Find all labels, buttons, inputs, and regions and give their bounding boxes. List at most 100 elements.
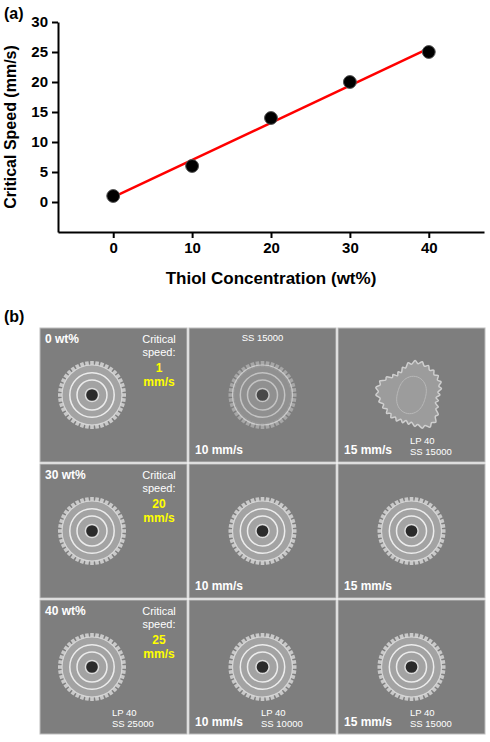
sem-info: SS 10000 bbox=[261, 718, 303, 729]
gear bbox=[378, 633, 446, 701]
y-tick-label: 5 bbox=[40, 163, 48, 180]
y-tick: 25 bbox=[31, 43, 58, 60]
x-tick-label: 20 bbox=[263, 239, 280, 256]
sem-info: SS 25000 bbox=[112, 718, 154, 729]
speed-label: 10 mm/s bbox=[195, 579, 243, 593]
x-axis-title: Thiol Concentration (wt%) bbox=[166, 269, 377, 288]
sem-background bbox=[189, 600, 336, 734]
y-axis-line bbox=[58, 23, 60, 233]
panel-label: (a) bbox=[4, 5, 24, 22]
x-tick: 0 bbox=[110, 232, 118, 256]
gear-ring bbox=[248, 516, 278, 546]
sem-info: LP 40 bbox=[410, 707, 435, 718]
gear bbox=[229, 633, 297, 701]
critical-speed-value: 20mm/s bbox=[143, 497, 175, 525]
gear-ring bbox=[397, 652, 427, 682]
y-tick-mark bbox=[52, 22, 58, 24]
critical-speed-title-line: Critical bbox=[142, 333, 176, 345]
fit-line bbox=[113, 48, 429, 197]
x-tick: 40 bbox=[421, 232, 438, 256]
x-tick-label: 40 bbox=[421, 239, 438, 256]
gear bbox=[378, 497, 446, 565]
x-tick-label: 0 bbox=[110, 239, 118, 256]
gear-ring bbox=[70, 373, 114, 417]
sem-image: 30 wt%Criticalspeed:20mm/s bbox=[40, 464, 187, 598]
y-tick-mark bbox=[52, 172, 58, 174]
sem-image: 10 mm/sLP 40SS 10000 bbox=[189, 600, 336, 734]
gear-hole bbox=[85, 524, 98, 537]
speed-label: 10 mm/s bbox=[195, 443, 243, 457]
sem-background bbox=[40, 600, 187, 734]
data-point bbox=[343, 76, 356, 89]
gear-ring bbox=[248, 380, 278, 410]
y-tick-label: 0 bbox=[40, 193, 48, 210]
critical-speed-title: Criticalspeed: bbox=[142, 605, 176, 630]
sem-background bbox=[189, 328, 336, 462]
gear-ring bbox=[240, 645, 284, 689]
sem-info: LP 40 bbox=[410, 435, 435, 446]
gear-hole bbox=[85, 388, 98, 401]
sem-info: SS 15000 bbox=[410, 446, 452, 457]
gear-hole bbox=[256, 388, 269, 401]
gear-ring bbox=[389, 509, 433, 553]
gear-hole bbox=[256, 660, 269, 673]
x-tick-mark bbox=[192, 232, 194, 238]
gear-ring bbox=[77, 652, 107, 682]
y-tick-mark bbox=[52, 52, 58, 54]
x-tick: 20 bbox=[263, 232, 280, 256]
sem-image: 10 mm/s bbox=[189, 464, 336, 598]
y-tick-label: 10 bbox=[31, 133, 48, 150]
x-tick-label: 30 bbox=[342, 239, 359, 256]
y-tick-label: 25 bbox=[31, 43, 48, 60]
gear bbox=[376, 361, 442, 429]
gear-ring bbox=[248, 652, 278, 682]
gear bbox=[229, 361, 297, 429]
sem-info: LP 40 bbox=[112, 707, 137, 718]
deformed-outline bbox=[376, 361, 442, 429]
gear-ring bbox=[389, 645, 433, 689]
gear-hole bbox=[405, 524, 418, 537]
gear bbox=[58, 361, 126, 429]
x-tick-label: 10 bbox=[184, 239, 201, 256]
critical-speed-value-line: 20 bbox=[152, 497, 166, 511]
x-axis: 0 10 20 30 40 bbox=[59, 232, 485, 256]
gear-body bbox=[233, 501, 293, 561]
critical-speed-title: Criticalspeed: bbox=[142, 469, 176, 494]
figure: (a) 0 10 20 30 40 0 5 10 15 20 25 30 Thiol Concentrat… bbox=[0, 0, 490, 742]
x-tick: 30 bbox=[342, 232, 359, 256]
sem-background bbox=[338, 600, 485, 734]
y-tick: 20 bbox=[31, 73, 58, 90]
y-tick-label: 15 bbox=[31, 103, 48, 120]
deformed-inner bbox=[397, 376, 427, 413]
critical-speed-value-line: 1 bbox=[156, 361, 163, 375]
critical-speed-value: 1mm/s bbox=[143, 361, 175, 389]
data-point bbox=[422, 46, 435, 59]
speed-label: 10 mm/s bbox=[195, 715, 243, 729]
critical-speed-title-line: Critical bbox=[142, 469, 176, 481]
y-tick-label: 30 bbox=[31, 13, 48, 30]
speed-label: 15 mm/s bbox=[344, 579, 392, 593]
x-tick-mark bbox=[428, 232, 430, 238]
gear-ring bbox=[70, 509, 114, 553]
y-tick: 5 bbox=[40, 163, 58, 180]
gear bbox=[58, 633, 126, 701]
sem-image: 0 wt%Criticalspeed:1mm/s bbox=[40, 328, 187, 462]
critical-speed-value-line: mm/s bbox=[143, 375, 175, 389]
data-point bbox=[265, 112, 278, 125]
gear-ring bbox=[397, 516, 427, 546]
sem-info: SS 15000 bbox=[410, 718, 452, 729]
y-tick-mark bbox=[52, 112, 58, 114]
y-tick-mark bbox=[52, 82, 58, 84]
sem-background bbox=[338, 464, 485, 598]
y-tick-mark bbox=[52, 202, 58, 204]
gear-body bbox=[233, 637, 293, 697]
sem-image: 15 mm/sLP 40SS 15000 bbox=[338, 328, 485, 462]
y-tick: 10 bbox=[31, 133, 58, 150]
panel-label: (b) bbox=[4, 308, 24, 325]
x-tick-mark bbox=[349, 232, 351, 238]
critical-speed-value: 25mm/s bbox=[143, 633, 175, 661]
gear-body bbox=[62, 501, 122, 561]
concentration-label: 0 wt% bbox=[45, 332, 79, 346]
sem-image: 40 wt%Criticalspeed:25mm/sLP 40SS 25000 bbox=[40, 600, 187, 734]
sem-background bbox=[40, 328, 187, 462]
